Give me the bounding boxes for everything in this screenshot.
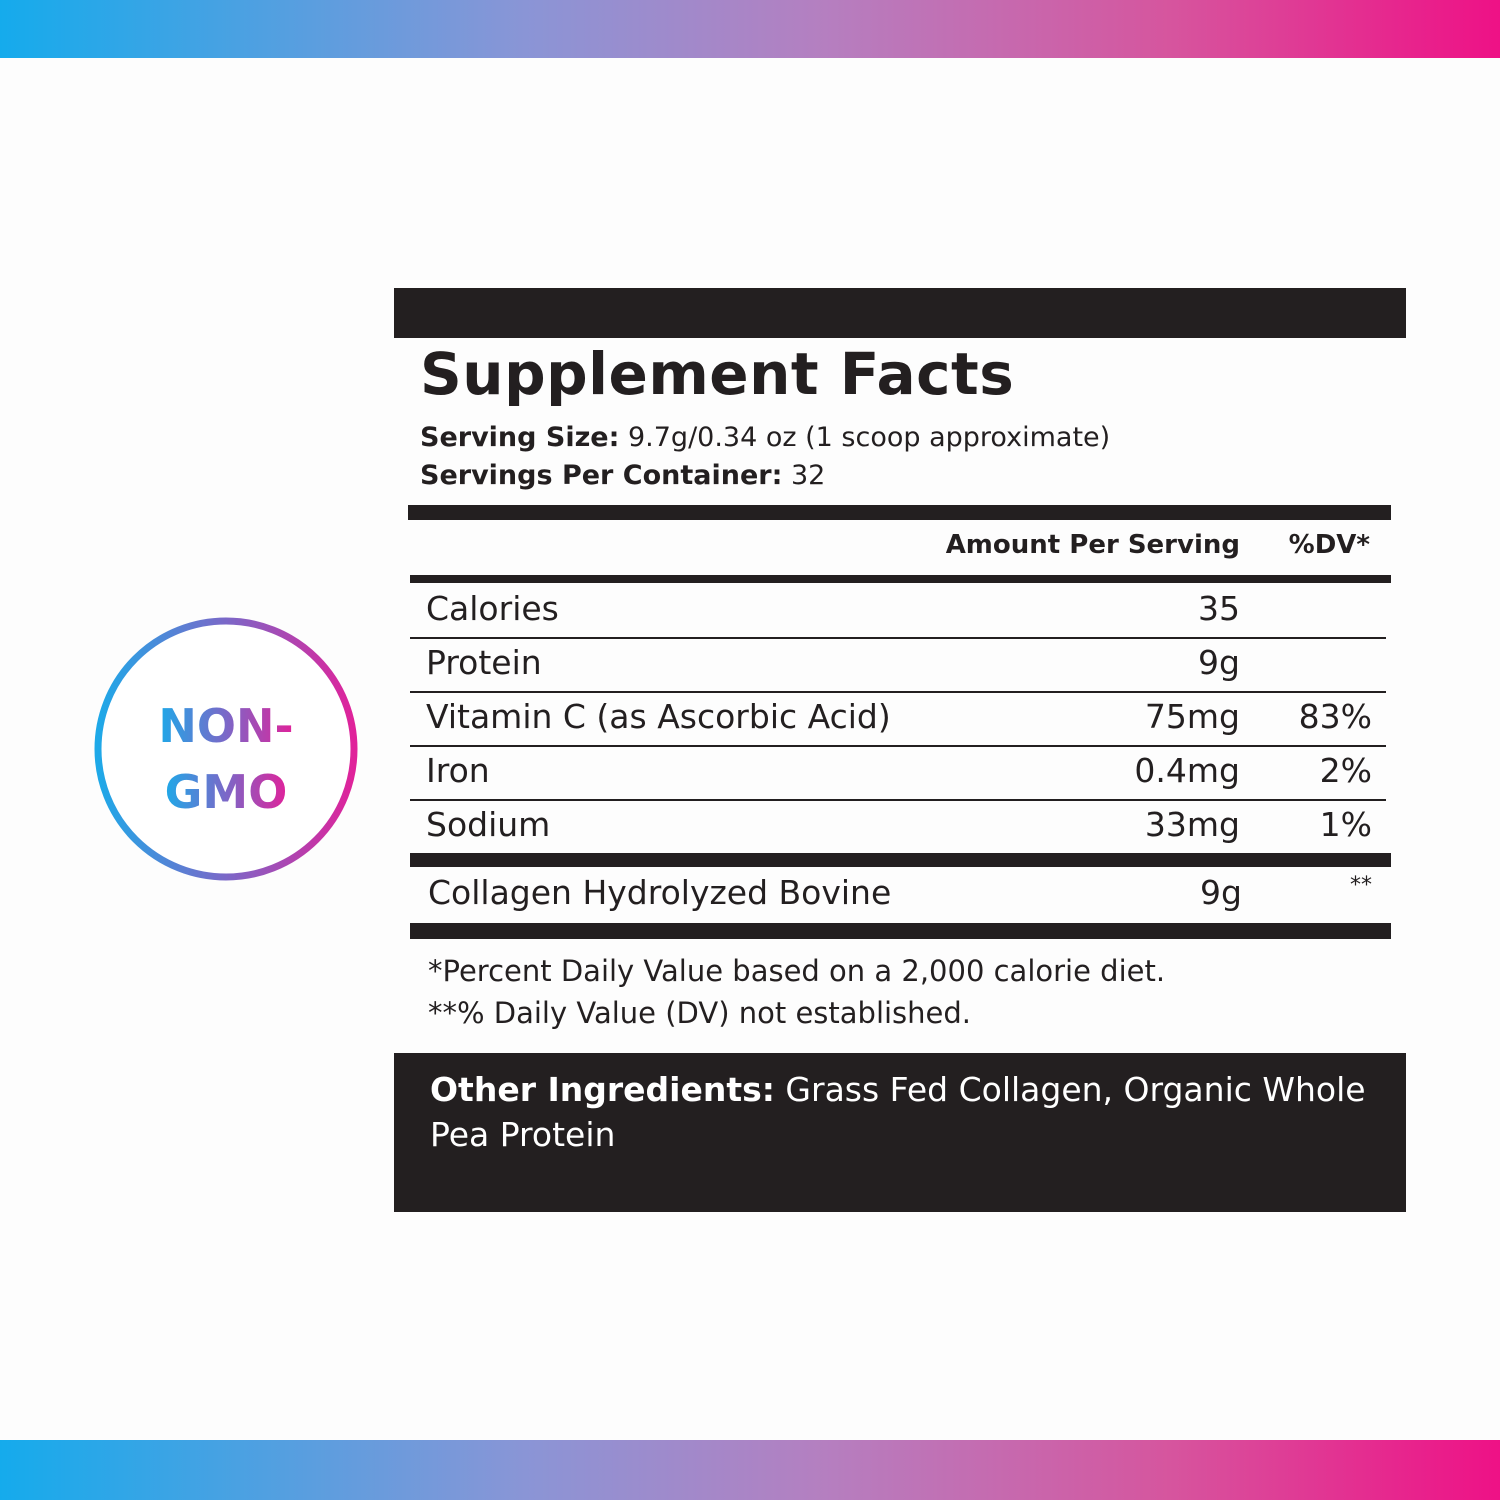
- footnote-dv: *Percent Daily Value based on a 2,000 ca…: [428, 954, 1166, 988]
- servings-label: Servings Per Container:: [420, 460, 783, 491]
- nutrient-amount: 33mg: [1144, 805, 1240, 844]
- serving-size-value: 9.7g/0.34 oz (1 scoop approximate): [619, 422, 1111, 453]
- collagen-row: Collagen Hydrolyzed Bovine 9g **: [410, 867, 1386, 921]
- nutrient-dv: 2%: [1319, 751, 1372, 790]
- nutrient-name: Collagen Hydrolyzed Bovine: [428, 873, 892, 912]
- nutrient-name: Protein: [426, 643, 542, 682]
- nutrient-row: Calories 35: [410, 583, 1386, 639]
- nutrient-name: Vitamin C (as Ascorbic Acid): [426, 697, 891, 736]
- nutrient-row: Sodium 33mg 1%: [410, 799, 1386, 853]
- nutrient-row: Vitamin C (as Ascorbic Acid) 75mg 83%: [410, 691, 1386, 747]
- footnote-not-established: **% Daily Value (DV) not established.: [428, 996, 972, 1030]
- nutrient-dv: **: [1350, 873, 1372, 898]
- thick-rule: [408, 505, 1391, 520]
- nutrient-dv: 83%: [1298, 697, 1372, 736]
- column-header-amount: Amount Per Serving: [945, 530, 1240, 560]
- nutrient-amount: 9g: [1200, 873, 1242, 912]
- servings-per-container: Servings Per Container: 32: [420, 460, 825, 491]
- other-ingredients-label: Other Ingredients:: [430, 1070, 775, 1109]
- serving-size: Serving Size: 9.7g/0.34 oz (1 scoop appr…: [420, 422, 1110, 453]
- serving-size-label: Serving Size:: [420, 422, 620, 453]
- supplement-facts-panel: Supplement Facts Serving Size: 9.7g/0.34…: [394, 288, 1406, 1212]
- other-ingredients-value: Grass Fed Collagen, Organic Whole Pea Pr…: [430, 1070, 1366, 1154]
- thick-rule: [410, 923, 1391, 939]
- bottom-gradient-bar: [0, 1440, 1500, 1500]
- servings-value: 32: [782, 460, 826, 491]
- nutrient-amount: 75mg: [1144, 697, 1240, 736]
- nutrient-amount: 0.4mg: [1134, 751, 1240, 790]
- badge-line1: NON-: [158, 699, 293, 753]
- nutrient-name: Sodium: [426, 805, 551, 844]
- top-gradient-bar: [0, 0, 1500, 58]
- nutrient-amount: 9g: [1198, 643, 1240, 682]
- thick-rule: [410, 853, 1391, 867]
- top-rule: [394, 288, 1406, 338]
- nutrient-dv: 1%: [1319, 805, 1372, 844]
- nutrient-name: Iron: [426, 751, 490, 790]
- nutrient-amount: 35: [1198, 589, 1240, 628]
- nutrient-name: Calories: [426, 589, 559, 628]
- other-ingredients: Other Ingredients: Grass Fed Collagen, O…: [394, 1053, 1406, 1212]
- header-rule: [410, 575, 1391, 583]
- panel-title: Supplement Facts: [420, 340, 1015, 408]
- nutrient-row: Iron 0.4mg 2%: [410, 745, 1386, 801]
- column-header-dv: %DV*: [1288, 530, 1370, 560]
- badge-line2: GMO: [165, 765, 288, 819]
- nutrient-row: Protein 9g: [410, 637, 1386, 693]
- non-gmo-badge: NON- GMO: [94, 617, 358, 881]
